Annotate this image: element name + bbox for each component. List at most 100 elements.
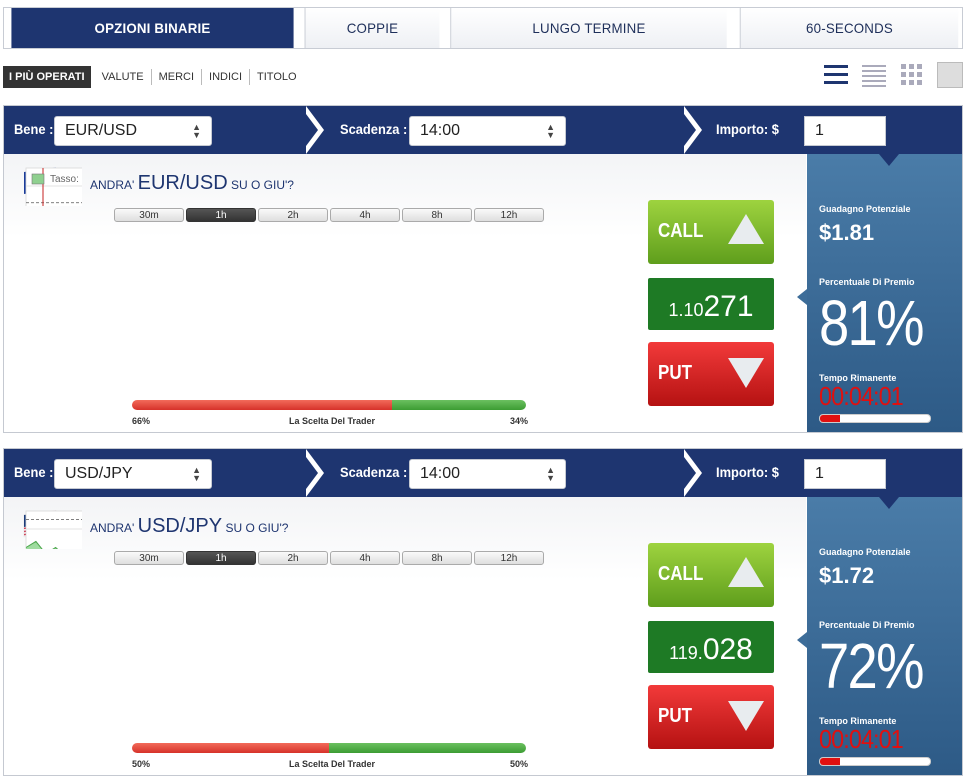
chart-area: 13:0013:1013:2013:3013:4013:50119.020118… — [4, 497, 806, 775]
hover-tooltip: Tasso: 1.10088 Orario: 12:51:57 — [50, 174, 82, 185]
currency-flags: 13:0013:1013:2013:3013:4013:50119.020118… — [22, 509, 657, 673]
expiry-select[interactable]: 14:00 ▲ ▼ — [409, 459, 566, 489]
select-caret-icon: ▲ ▼ — [546, 465, 555, 483]
timeframe-2h[interactable]: 2h — [258, 208, 328, 222]
payout-value: $1.72 — [819, 563, 875, 588]
timeframe-12h[interactable]: 12h — [474, 551, 544, 565]
compact-list-icon[interactable] — [861, 62, 887, 88]
chart-svg — [18, 228, 658, 408]
timeframe-1h[interactable]: 1h — [186, 208, 256, 222]
premium-label: Percentuale Di Premio — [819, 620, 915, 630]
arrow-down-icon — [728, 358, 764, 388]
sentiment-right-pct: 34% — [510, 416, 529, 426]
sentiment-left-pct: 50% — [132, 759, 151, 769]
time-progress-bar — [819, 414, 931, 423]
asset-question: ANDRA' EUR/USD SU O GIU'? — [90, 172, 294, 194]
price-chart — [18, 228, 658, 408]
filter-titolo[interactable]: TITOLO — [257, 71, 297, 83]
timeframe-2h[interactable]: 2h — [258, 551, 328, 565]
call-button[interactable]: CALL — [648, 200, 774, 264]
select-caret-icon: ▲ ▼ — [192, 122, 201, 140]
timeframe-4h[interactable]: 4h — [330, 551, 400, 565]
payout-label: Guadagno Potenziale — [819, 204, 911, 214]
timeframe-selector: 30m 1h 2h 4h 8h 12h — [114, 551, 544, 565]
timeframe-8h[interactable]: 8h — [402, 208, 472, 222]
importo-label: Importo: $ — [716, 121, 779, 137]
expiry-select[interactable]: 14:00 ▲ ▼ — [409, 116, 566, 146]
put-button[interactable]: PUT — [648, 685, 774, 749]
sentiment-put-fill — [392, 400, 526, 410]
importo-label: Importo: $ — [716, 464, 779, 480]
payout-value: $1.81 — [819, 220, 875, 245]
tab-opzioni-binarie[interactable]: OPZIONI BINARIE — [11, 8, 294, 48]
time-left-label: Tempo Rimanente — [819, 373, 897, 383]
asset-panel-eur-usd: Bene : EUR/USD ▲ ▼ Scadenza : 14:00 ▲ ▼ Im… — [3, 105, 963, 433]
call-button[interactable]: CALL — [648, 543, 774, 607]
asset-question: ANDRA' USD/JPY SU O GIU'? — [90, 515, 289, 537]
sentiment-right-pct: 50% — [510, 759, 529, 769]
timeframe-selector: 30m 1h 2h 4h 8h 12h — [114, 208, 544, 222]
arrow-up-icon — [728, 214, 764, 244]
time-progress-bar — [819, 757, 931, 766]
asset-select[interactable]: EUR/USD ▲ ▼ — [54, 116, 212, 146]
category-filters: I PIÙ OPERATI VALUTE MERCI INDICI TITOLO — [3, 66, 304, 88]
asset-select[interactable]: USD/JPY ▲ ▼ — [54, 459, 212, 489]
payout-label: Guadagno Potenziale — [819, 547, 911, 557]
current-price: 1.10271 — [648, 278, 774, 330]
asset-name: EUR/USD — [137, 172, 228, 194]
tab-lungo-termine[interactable]: LUNGO TERMINE — [450, 8, 727, 48]
premium-value: 72% — [819, 630, 924, 702]
select-caret-icon: ▲ ▼ — [546, 122, 555, 140]
main-tabs: OPZIONI BINARIE COPPIE LUNGO TERMINE 60-… — [3, 7, 963, 49]
bene-label: Bene : — [14, 464, 54, 480]
time-left-label: Tempo Rimanente — [819, 716, 897, 726]
timeframe-1h[interactable]: 1h — [186, 551, 256, 565]
select-caret-icon: ▲ ▼ — [192, 465, 201, 483]
amount-input[interactable]: 1 — [804, 459, 886, 489]
tab-coppie[interactable]: COPPIE — [304, 8, 440, 48]
arrow-down-icon — [728, 701, 764, 731]
sentiment-call-fill — [132, 743, 329, 753]
price-chart — [18, 571, 658, 751]
panel-toolbar: Bene : USD/JPY ▲ ▼ Scadenza : 14:00 ▲ ▼ Im… — [4, 449, 962, 497]
currency-flags: 13:0013:1013:2013:3013:4013:501.103091.1… — [22, 166, 657, 330]
amount-input[interactable]: 1 — [804, 116, 886, 146]
payout-sidebar: Guadagno Potenziale $1.72 Percentuale Di… — [797, 497, 962, 775]
timeframe-30m[interactable]: 30m — [114, 208, 184, 222]
current-price: 119.028 — [648, 621, 774, 673]
arrow-up-icon — [728, 557, 764, 587]
list-view-icon[interactable] — [823, 62, 849, 88]
timeframe-30m[interactable]: 30m — [114, 551, 184, 565]
payout-sidebar: Guadagno Potenziale $1.81 Percentuale Di… — [797, 154, 962, 432]
trader-sentiment-bar — [132, 743, 526, 753]
premium-label: Percentuale Di Premio — [819, 277, 915, 287]
filter-indici[interactable]: INDICI — [202, 69, 251, 85]
premium-value: 81% — [819, 287, 924, 359]
timeframe-4h[interactable]: 4h — [330, 208, 400, 222]
tile-view-icon[interactable] — [937, 62, 963, 88]
chart-area: 13:0013:1013:2013:3013:4013:501.103091.1… — [4, 154, 806, 432]
time-left-value: 00:04:01 — [819, 724, 904, 754]
asset-panel-usd-jpy: Bene : USD/JPY ▲ ▼ Scadenza : 14:00 ▲ ▼ Im… — [3, 448, 963, 776]
bene-label: Bene : — [14, 121, 54, 137]
timeframe-8h[interactable]: 8h — [402, 551, 472, 565]
sentiment-label: La Scelta Del Trader — [289, 416, 376, 426]
sentiment-call-fill — [132, 400, 393, 410]
trader-sentiment-bar — [132, 400, 526, 410]
sentiment-put-fill — [329, 743, 526, 753]
grid-view-icon[interactable] — [899, 62, 925, 88]
scadenza-label: Scadenza : — [340, 121, 408, 137]
panel-toolbar: Bene : EUR/USD ▲ ▼ Scadenza : 14:00 ▲ ▼ Im… — [4, 106, 962, 154]
filter-valute[interactable]: VALUTE — [95, 69, 152, 85]
sentiment-label: La Scelta Del Trader — [289, 759, 376, 769]
view-switcher — [823, 62, 963, 88]
put-button[interactable]: PUT — [648, 342, 774, 406]
filter-merci[interactable]: MERCI — [152, 69, 203, 85]
tab-60-seconds[interactable]: 60-SECONDS — [739, 8, 959, 48]
scadenza-label: Scadenza : — [340, 464, 408, 480]
filter-piu-operati[interactable]: I PIÙ OPERATI — [3, 66, 91, 88]
time-left-value: 00:04:01 — [819, 381, 904, 411]
asset-name: USD/JPY — [137, 515, 223, 537]
chart-svg — [18, 571, 658, 751]
timeframe-12h[interactable]: 12h — [474, 208, 544, 222]
